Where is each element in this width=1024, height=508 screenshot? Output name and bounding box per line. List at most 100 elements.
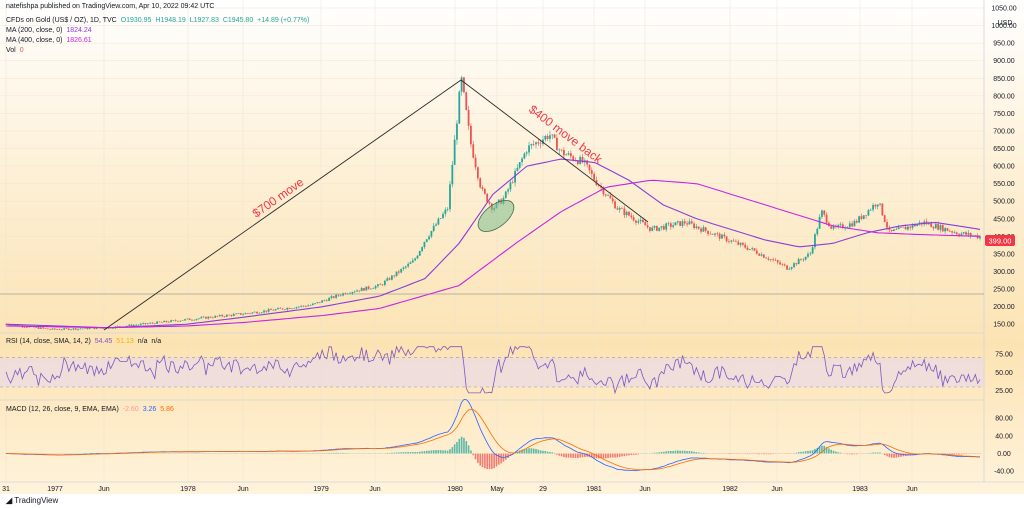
candle-body xyxy=(142,323,145,324)
candle-body xyxy=(958,234,960,236)
candle-body xyxy=(439,218,442,219)
candle-body xyxy=(279,308,282,309)
candle-body xyxy=(384,280,386,285)
candle-body xyxy=(611,198,614,202)
candle-body xyxy=(267,309,270,312)
candle-body xyxy=(523,153,526,159)
candle-body xyxy=(418,251,421,256)
macd-histogram-bar xyxy=(551,452,554,454)
candle-body xyxy=(946,228,949,231)
candle-body xyxy=(846,227,849,228)
candle-body xyxy=(916,224,919,227)
candle-body xyxy=(521,158,523,163)
candle-body xyxy=(100,327,103,329)
vol-label: Vol xyxy=(6,47,16,54)
price-tick-label: 1050.00 xyxy=(991,6,1016,13)
macd-histogram-bar xyxy=(446,450,449,454)
macd-histogram-bar xyxy=(339,452,342,454)
candle-body xyxy=(344,293,347,295)
macd-histogram-bar xyxy=(409,452,412,454)
candle-body xyxy=(456,123,458,140)
ma400-legend[interactable]: MA (400, close, 0) 1826.61 xyxy=(6,37,94,44)
candle-body xyxy=(56,329,59,330)
macd-histogram-bar xyxy=(570,453,572,458)
candle-body xyxy=(516,167,519,171)
candle-body xyxy=(74,328,77,330)
macd-histogram-bar xyxy=(330,452,333,454)
candle-body xyxy=(895,229,898,230)
candle-body xyxy=(609,195,612,199)
macd-label: MACD (12, 26, close, 9, EMA, EMA) xyxy=(6,406,119,413)
candle-body xyxy=(332,296,335,298)
candle-body xyxy=(662,226,665,230)
macd-histogram-bar xyxy=(391,452,393,454)
macd-histogram-bar xyxy=(835,451,837,454)
ma200-legend[interactable]: MA (200, close, 0) 1824.24 xyxy=(6,27,94,34)
candle-body xyxy=(748,249,751,250)
candle-body xyxy=(746,247,749,250)
macd-histogram-bar xyxy=(442,450,444,454)
candle-body xyxy=(709,233,712,235)
time-axis: 31 1977 Jun 1978 Jun 1979 Jun 1980 May 29 1981 Jun 1… xyxy=(2,486,918,493)
candle-body xyxy=(723,234,726,237)
rsi-legend[interactable]: RSI (14, close, SMA, 14, 2) 54.45 51.13 … xyxy=(6,338,163,345)
candle-body xyxy=(337,294,340,296)
candle-body xyxy=(207,316,210,319)
vol-legend[interactable]: Vol 0 xyxy=(6,47,26,54)
macd-histogram-bar xyxy=(828,448,830,454)
candle-body xyxy=(762,254,765,258)
candle-body xyxy=(948,230,951,232)
candle-body xyxy=(274,309,277,311)
candle-body xyxy=(479,178,482,188)
candle-body xyxy=(539,143,542,145)
price-tick-label: 600.00 xyxy=(993,164,1015,171)
candle-body xyxy=(934,224,937,229)
candle-body xyxy=(112,328,114,329)
candle-body xyxy=(165,320,168,322)
macd-histogram-bar xyxy=(432,450,435,454)
macd-histogram-bar xyxy=(507,453,509,458)
symbol-line: CFDs on Gold (US$ / OZ), 1D, TVC xyxy=(6,17,117,24)
macd-histogram-bar xyxy=(958,453,960,455)
candle-body xyxy=(300,305,303,307)
candle-body xyxy=(316,302,319,304)
macd-histogram-bar xyxy=(609,453,612,458)
candle-body xyxy=(504,191,507,198)
macd-histogram-bar xyxy=(418,451,421,454)
macd-legend[interactable]: MACD (12, 26, close, 9, EMA, EMA) -2.60 … xyxy=(6,406,176,413)
candle-body xyxy=(79,328,82,330)
candle-body xyxy=(474,157,477,168)
macd-histogram-bar xyxy=(479,453,482,466)
candle-body xyxy=(156,321,158,324)
candle-body xyxy=(537,142,540,144)
candle-body xyxy=(9,325,12,326)
candle-body xyxy=(37,327,40,329)
macd-histogram-bar xyxy=(909,453,912,456)
candle-body xyxy=(135,324,138,326)
macd-histogram-bar xyxy=(695,452,698,454)
candle-body xyxy=(930,222,933,228)
candle-body xyxy=(569,153,572,157)
candle-body xyxy=(802,259,805,261)
candle-body xyxy=(590,170,593,174)
candle-body xyxy=(697,226,700,229)
candle-body xyxy=(205,316,207,319)
macd-histogram-bar xyxy=(635,453,637,455)
macd-histogram-bar xyxy=(946,453,949,455)
macd-histogram-bar xyxy=(498,453,500,465)
candle-body xyxy=(851,223,854,227)
price-tick-label: 150.00 xyxy=(993,322,1015,329)
macd-histogram-bar xyxy=(955,453,958,455)
price-tick-label: 750.00 xyxy=(993,111,1015,118)
moving-averages xyxy=(5,158,981,329)
candle-body xyxy=(228,314,231,316)
macd-histogram-bar xyxy=(672,450,674,454)
candle-body xyxy=(667,223,670,224)
time-tick-label: 1983 xyxy=(852,486,868,493)
tradingview-logo[interactable]: ◢ TradingView xyxy=(6,496,58,505)
macd-histogram-bar xyxy=(944,453,946,455)
macd-histogram-bar xyxy=(600,453,602,459)
price-tick-label: 450.00 xyxy=(993,216,1015,223)
macd-histogram-bar xyxy=(430,450,433,454)
